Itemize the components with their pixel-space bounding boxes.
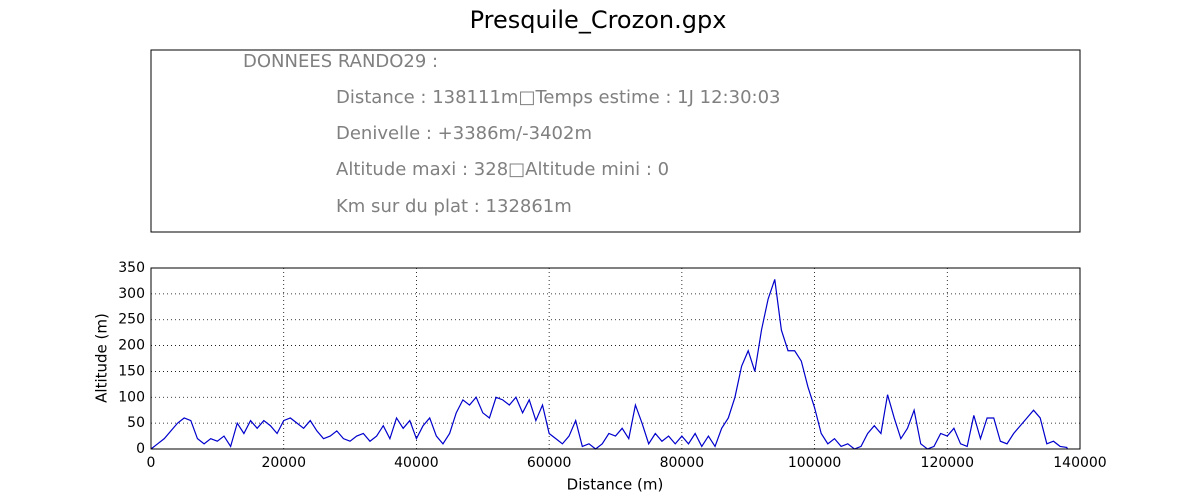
y-tick-label: 350 [118, 260, 145, 276]
info-line: Km sur du plat : 132861m [336, 196, 572, 217]
chart-title: Presquile_Crozon.gpx [470, 6, 727, 34]
y-tick-label: 0 [136, 441, 145, 457]
y-tick-label: 200 [118, 338, 145, 354]
plot-frame [150, 267, 1081, 450]
info-line: Distance : 138111m□Temps estime : 1J 12:… [336, 87, 781, 108]
data-line [150, 279, 1069, 450]
x-axis-label: Distance (m) [567, 476, 664, 494]
info-line: Altitude maxi : 328□Altitude mini : 0 [336, 159, 669, 180]
y-tick-label: 100 [118, 389, 145, 405]
x-tick-label: 100000 [788, 455, 841, 471]
y-tick-label: 300 [118, 286, 145, 302]
x-tick-label: 120000 [921, 455, 974, 471]
x-tick-label: 140000 [1053, 455, 1106, 471]
info-box [150, 49, 1081, 233]
y-tick-label: 250 [118, 312, 145, 328]
y-tick-label: 150 [118, 363, 145, 379]
y-tick-label: 50 [127, 415, 145, 431]
info-line: DONNEES RANDO29 : [243, 51, 438, 72]
x-tick-label: 80000 [660, 455, 705, 471]
x-tick-label: 40000 [394, 455, 439, 471]
y-axis-label: Altitude (m) [93, 313, 111, 403]
info-line: Denivelle : +3386m/-3402m [336, 123, 592, 144]
x-tick-label: 60000 [527, 455, 572, 471]
x-tick-label: 20000 [261, 455, 306, 471]
x-tick-label: 0 [147, 455, 156, 471]
